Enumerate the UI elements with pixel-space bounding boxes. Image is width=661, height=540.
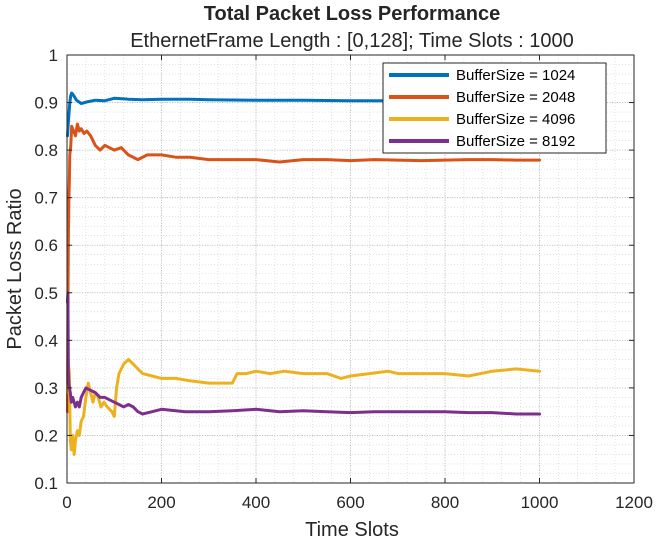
tick-labels: 0 200 400 600 800 1000 1200 0.1 0.2 0.3 0.4 0.5 0.6 0…	[34, 46, 653, 512]
chart-title: Total Packet Loss Performance	[204, 3, 500, 25]
legend-label-1024: BufferSize = 1024	[456, 67, 575, 84]
series-line-2048	[66, 122, 541, 414]
x-tick-label: 1000	[521, 493, 559, 512]
series-line-8192	[66, 291, 541, 416]
x-axis-label: Time Slots	[305, 519, 399, 540]
x-tick-label: 1200	[615, 493, 653, 512]
axis-ticks	[66, 54, 635, 484]
series-layer	[66, 91, 541, 456]
y-tick-label: 0.1	[34, 474, 58, 493]
y-tick-label: 0.7	[34, 189, 58, 208]
y-tick-label: 0.3	[34, 379, 58, 398]
x-tick-label: 200	[147, 493, 175, 512]
y-tick-label: 0.6	[34, 236, 58, 255]
legend-label-4096: BufferSize = 4096	[456, 111, 575, 128]
chart-subtitle: EthernetFrame Length : [0,128]; Time Slo…	[130, 30, 574, 52]
legend-box	[382, 62, 607, 154]
y-tick-label: 0.8	[34, 141, 58, 160]
legend: BufferSize = 1024 BufferSize = 2048 Buff…	[382, 62, 607, 154]
series-line-1024	[66, 91, 541, 138]
series-line-4096	[66, 357, 541, 456]
x-tick-label: 800	[431, 493, 459, 512]
x-tick-label: 400	[242, 493, 270, 512]
y-tick-label: 0.2	[34, 426, 58, 445]
y-tick-label: 0.4	[34, 331, 58, 350]
y-axis-label: Packet Loss Ratio	[4, 188, 26, 349]
x-tick-label: 0	[62, 493, 71, 512]
legend-label-2048: BufferSize = 2048	[456, 89, 575, 106]
y-tick-label: 0.5	[34, 284, 58, 303]
y-tick-label: 0.9	[34, 94, 58, 113]
legend-label-8192: BufferSize = 8192	[456, 133, 575, 150]
y-tick-label: 1	[49, 46, 58, 65]
x-tick-label: 600	[336, 493, 364, 512]
minor-grid	[66, 54, 635, 484]
